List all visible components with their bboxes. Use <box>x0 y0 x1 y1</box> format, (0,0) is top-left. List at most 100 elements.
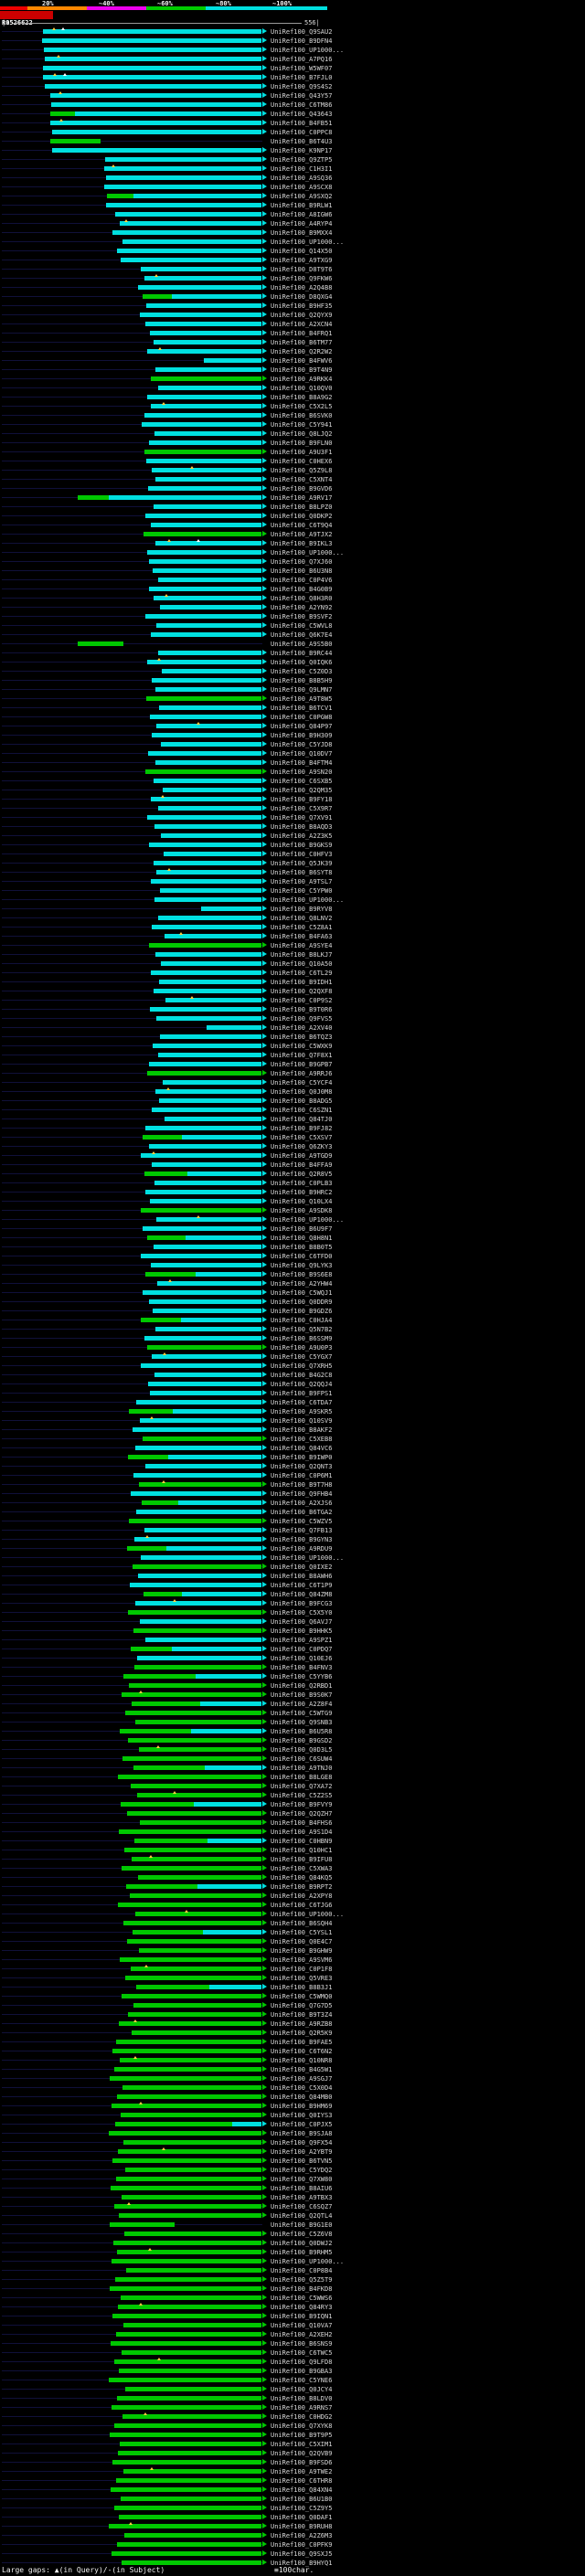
hit-label[interactable]: UniRef100_Q84MB0 <box>271 2094 333 2101</box>
hit-label[interactable]: UniRef100_B9DFN4 <box>271 37 333 45</box>
hit-label[interactable]: UniRef100_Q2QNT3 <box>271 1463 333 1470</box>
hit-label[interactable]: UniRef100_Q7XRH5 <box>271 1362 333 1370</box>
hit-row[interactable]: UniRef100_C0P1F8 <box>0 1965 585 1974</box>
hit-label[interactable]: UniRef100_Q0DWJ2 <box>271 2240 333 2247</box>
hit-label[interactable]: UniRef100_A7PQ16 <box>271 56 333 63</box>
hit-row[interactable]: UniRef100_B9HYQ1 <box>0 2559 585 2568</box>
hit-row[interactable]: UniRef100_B8B3J1 <box>0 1983 585 1992</box>
hit-label[interactable]: UniRef100_C5Z9Y5 <box>271 2505 333 2512</box>
hit-row[interactable]: UniRef100_A2XPY8 <box>0 1892 585 1901</box>
hit-label[interactable]: UniRef100_UP1000... <box>271 2258 345 2265</box>
hit-row[interactable]: UniRef100_C0PLB3 <box>0 1179 585 1188</box>
hit-row[interactable]: UniRef100_B6SYT8 <box>0 868 585 877</box>
hit-row[interactable]: UniRef100_Q84VC6 <box>0 1444 585 1453</box>
hit-row[interactable]: UniRef100_C0PFK9 <box>0 2540 585 2549</box>
hit-row[interactable]: UniRef100_B4FA63 <box>0 932 585 941</box>
hit-row[interactable]: UniRef100_C5WMQ0 <box>0 1992 585 2001</box>
hit-label[interactable]: UniRef100_C0PDQ7 <box>271 1646 333 1653</box>
hit-row[interactable]: UniRef100_C0PDQ7 <box>0 1645 585 1654</box>
hit-label[interactable]: UniRef100_C5XNT4 <box>271 476 333 483</box>
hit-label[interactable]: UniRef100_B9T7H8 <box>271 1481 333 1489</box>
hit-label[interactable]: UniRef100_Q84TJ0 <box>271 1116 333 1123</box>
hit-row[interactable]: UniRef100_Q5N7B2 <box>0 1325 585 1334</box>
hit-row[interactable]: UniRef100_B6SSM9 <box>0 1334 585 1343</box>
hit-label[interactable]: UniRef100_Q9FKW6 <box>271 275 333 282</box>
hit-row[interactable]: UniRef100_B8B0T5 <box>0 1243 585 1252</box>
hit-label[interactable]: UniRef100_B8LDV0 <box>271 2395 333 2402</box>
hit-label[interactable]: UniRef100_C0HJA4 <box>271 1317 333 1324</box>
hit-row[interactable]: UniRef100_B9H309 <box>0 731 585 740</box>
hit-row[interactable]: UniRef100_B9GYN3 <box>0 1535 585 1544</box>
hit-row[interactable]: UniRef100_C5Z8A1 <box>0 923 585 932</box>
hit-row[interactable]: UniRef100_C5YSL1 <box>0 1928 585 1937</box>
hit-label[interactable]: UniRef100_A2XCN4 <box>271 321 333 328</box>
hit-row[interactable]: UniRef100_B4FHS6 <box>0 1818 585 1828</box>
hit-row[interactable]: UniRef100_D8T9T6 <box>0 265 585 274</box>
hit-label[interactable]: UniRef100_Q10VA7 <box>271 2322 333 2329</box>
hit-row[interactable]: UniRef100_Q5Z5T9 <box>0 2275 585 2284</box>
hit-label[interactable]: UniRef100_C6SQZ7 <box>271 2203 333 2210</box>
hit-label[interactable]: UniRef100_A9RDU9 <box>271 1545 333 1553</box>
hit-label[interactable]: UniRef100_B9RLW1 <box>271 202 333 209</box>
hit-row[interactable]: UniRef100_Q10VA7 <box>0 2321 585 2330</box>
hit-label[interactable]: UniRef100_A9S5B0 <box>271 641 333 648</box>
hit-label[interactable]: UniRef100_A9SXQ2 <box>271 193 333 200</box>
hit-label[interactable]: UniRef100_A9TGD9 <box>271 1152 333 1160</box>
hit-label[interactable]: UniRef100_A9RNS7 <box>271 2404 333 2412</box>
hit-label[interactable]: UniRef100_Q10LX4 <box>271 1198 333 1205</box>
hit-row[interactable]: UniRef100_A9SGJ7 <box>0 2074 585 2083</box>
hit-label[interactable]: UniRef100_Q84KQ5 <box>271 1874 333 1882</box>
hit-row[interactable]: UniRef100_C5X0D4 <box>0 2083 585 2093</box>
hit-label[interactable]: UniRef100_C5X2L5 <box>271 403 333 410</box>
hit-label[interactable]: UniRef100_B6SQH4 <box>271 1920 333 1927</box>
hit-row[interactable]: UniRef100_B9HRC2 <box>0 1188 585 1197</box>
hit-row[interactable]: UniRef100_B6TCV1 <box>0 704 585 713</box>
hit-label[interactable]: UniRef100_B4FA63 <box>271 933 333 940</box>
hit-row[interactable]: UniRef100_B4FFA9 <box>0 1161 585 1170</box>
hit-row[interactable]: UniRef100_B6U3N8 <box>0 567 585 576</box>
hit-label[interactable]: UniRef100_A9SYE4 <box>271 942 333 949</box>
hit-label[interactable]: UniRef100_Q8LNV2 <box>271 915 333 922</box>
hit-row[interactable]: UniRef100_B9GDZ6 <box>0 1307 585 1316</box>
hit-row[interactable]: UniRef100_Q9LFD8 <box>0 2358 585 2367</box>
hit-row[interactable]: UniRef100_Q9ZTP5 <box>0 155 585 164</box>
hit-label[interactable]: UniRef100_A9TJX2 <box>271 531 333 538</box>
hit-label[interactable]: UniRef100_Q7XV91 <box>271 814 333 822</box>
hit-label[interactable]: UniRef100_C0HBN9 <box>271 1838 333 1845</box>
hit-label[interactable]: UniRef100_C5YPW0 <box>271 887 333 895</box>
hit-row[interactable]: UniRef100_C5WTG9 <box>0 1709 585 1718</box>
hit-row[interactable]: UniRef100_Q0J0M8 <box>0 1087 585 1097</box>
hit-row[interactable]: UniRef100_C6SUW4 <box>0 1754 585 1764</box>
hit-label[interactable]: UniRef100_Q5N7B2 <box>271 1326 333 1333</box>
hit-row[interactable]: UniRef100_Q0IXE2 <box>0 1563 585 1572</box>
hit-label[interactable]: UniRef100_B9GSD2 <box>271 1737 333 1744</box>
hit-row[interactable]: UniRef100_B8LDV0 <box>0 2394 585 2403</box>
hit-label[interactable]: UniRef100_B9HHK5 <box>271 1627 333 1635</box>
hit-row[interactable]: UniRef100_B6SNS9 <box>0 2339 585 2348</box>
hit-row[interactable]: UniRef100_Q0IQK6 <box>0 658 585 667</box>
hit-label[interactable]: UniRef100_Q7XA72 <box>271 1783 333 1790</box>
hit-label[interactable]: UniRef100_A9SKR5 <box>271 1408 333 1415</box>
hit-row[interactable]: UniRef100_B9T4N9 <box>0 366 585 375</box>
hit-label[interactable]: UniRef100_B9HRC2 <box>271 1189 333 1196</box>
hit-row[interactable]: UniRef100_B6TGA2 <box>0 1508 585 1517</box>
hit-label[interactable]: UniRef100_B6SSM9 <box>271 1335 333 1342</box>
hit-label[interactable]: UniRef100_A9SN20 <box>271 769 333 776</box>
hit-row[interactable]: UniRef100_B9RYV8 <box>0 905 585 914</box>
hit-row[interactable]: UniRef100_C5WWS6 <box>0 2294 585 2303</box>
hit-label[interactable]: UniRef100_C6THR8 <box>271 2477 333 2485</box>
hit-label[interactable]: UniRef100_Q7G7D5 <box>271 2002 333 2009</box>
hit-row[interactable]: UniRef100_Q9SNB3 <box>0 1718 585 1727</box>
hit-label[interactable]: UniRef100_Q2QTL4 <box>271 2212 333 2220</box>
hit-row[interactable]: UniRef100_B9SJA8 <box>0 2129 585 2138</box>
hit-row[interactable]: UniRef100_Q84XN4 <box>0 2486 585 2495</box>
hit-row[interactable]: UniRef100_Q7XV91 <box>0 813 585 822</box>
hit-row[interactable]: UniRef100_B6TVN5 <box>0 2157 585 2166</box>
hit-label[interactable]: UniRef100_A2YBT9 <box>271 2148 333 2156</box>
hit-row[interactable]: UniRef100_C5X2L5 <box>0 402 585 411</box>
hit-row[interactable]: UniRef100_B9RPT2 <box>0 1882 585 1892</box>
hit-row[interactable]: UniRef100_A9SQ36 <box>0 174 585 183</box>
hit-label[interactable]: UniRef100_B6U1B0 <box>271 2496 333 2503</box>
hit-label[interactable]: UniRef100_C6TDA7 <box>271 1399 333 1406</box>
hit-label[interactable]: UniRef100_B9IQN1 <box>271 2313 333 2320</box>
